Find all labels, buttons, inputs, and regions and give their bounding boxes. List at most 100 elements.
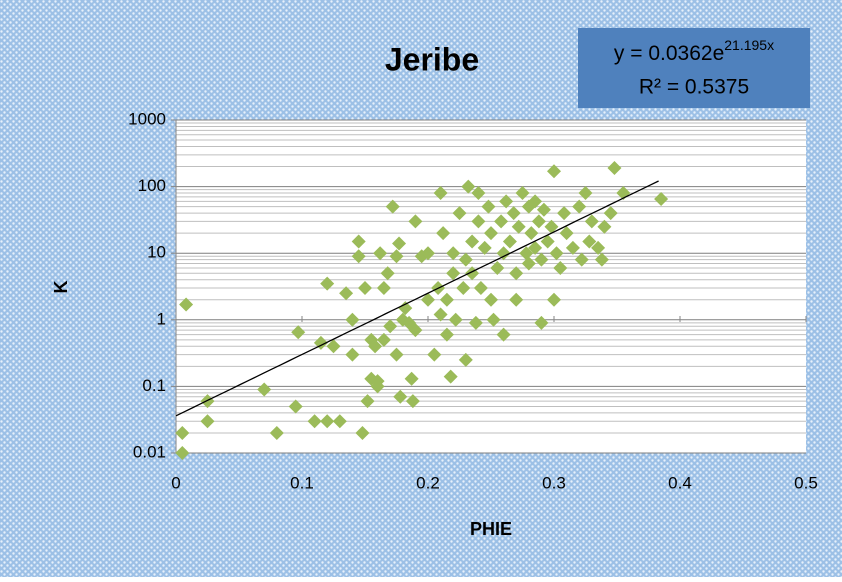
point	[389, 347, 404, 362]
point	[427, 347, 442, 362]
point	[594, 252, 609, 267]
point	[307, 414, 322, 429]
point	[351, 249, 366, 264]
point	[421, 292, 435, 307]
point	[269, 425, 284, 440]
x-tick-label: 0	[171, 473, 180, 492]
point	[654, 192, 669, 207]
point	[547, 292, 561, 307]
point	[496, 327, 511, 342]
point	[332, 414, 347, 429]
point	[439, 292, 454, 307]
point	[291, 325, 306, 340]
chart-title: Jeribe	[385, 41, 479, 77]
point	[574, 252, 589, 267]
point	[404, 371, 419, 386]
y-axis-label: K	[51, 281, 71, 294]
y-tick-label: 10	[147, 243, 166, 262]
x-tick-label: 0.5	[794, 473, 818, 492]
y-tick-label: 0.01	[133, 442, 166, 461]
point	[436, 226, 451, 241]
point	[484, 226, 498, 241]
point	[405, 394, 420, 409]
point	[351, 234, 366, 249]
equation-base: y = 0.0362e	[614, 42, 724, 65]
point	[456, 281, 471, 296]
point	[448, 312, 463, 327]
point	[339, 286, 354, 301]
equation-exponent: 21.195x	[724, 37, 774, 53]
point	[540, 234, 555, 249]
plot-area	[176, 120, 806, 453]
equation-box	[578, 28, 810, 108]
point	[584, 214, 599, 229]
point	[490, 260, 505, 275]
point	[515, 186, 530, 201]
point	[572, 199, 587, 214]
point	[392, 236, 407, 251]
point	[502, 234, 517, 249]
point	[468, 315, 483, 330]
point	[496, 246, 511, 261]
point	[473, 281, 488, 296]
point	[481, 199, 496, 214]
x-axis-label: PHIE	[470, 519, 512, 539]
point	[549, 246, 564, 261]
point	[603, 206, 618, 221]
point	[368, 339, 383, 354]
point	[499, 194, 514, 209]
point	[408, 214, 423, 229]
point	[385, 199, 400, 214]
point	[509, 292, 524, 307]
grid: 0.01 0.1 1 10 100 1000 0 0.1 0.2 0.3 0.4 0.5	[128, 109, 818, 492]
point	[288, 399, 303, 414]
point	[175, 425, 190, 440]
point	[607, 161, 622, 176]
point	[544, 219, 559, 234]
point	[528, 240, 543, 255]
point	[439, 327, 454, 342]
point	[509, 266, 524, 281]
point	[360, 394, 375, 409]
point	[534, 315, 549, 330]
point	[486, 312, 501, 327]
equation: y = 0.0362e21.195x	[614, 37, 774, 65]
y-tick-label: 0.1	[142, 376, 166, 395]
point	[547, 164, 561, 179]
point	[484, 292, 498, 307]
point	[597, 219, 612, 234]
point	[393, 389, 408, 404]
point	[452, 206, 467, 221]
point	[398, 301, 413, 316]
point	[376, 332, 391, 347]
point	[358, 281, 372, 296]
point	[559, 226, 574, 241]
y-tick-label: 100	[138, 176, 166, 195]
point	[446, 266, 461, 281]
x-tick-label: 0.3	[542, 473, 566, 492]
point	[380, 266, 395, 281]
point	[200, 394, 215, 409]
x-tick-label: 0.1	[290, 473, 314, 492]
point	[320, 414, 335, 429]
marks	[175, 161, 669, 460]
point	[370, 374, 385, 389]
point	[536, 202, 551, 217]
point	[519, 246, 534, 261]
point	[471, 214, 486, 229]
point	[521, 256, 536, 271]
point	[465, 234, 480, 249]
point	[528, 194, 543, 209]
point	[408, 323, 423, 338]
x-tick-label: 0.2	[416, 473, 440, 492]
point	[257, 382, 272, 397]
r-squared: R² = 0.5375	[639, 76, 749, 99]
point	[524, 226, 539, 241]
y-tick-label: 1000	[128, 109, 166, 128]
point	[494, 214, 509, 229]
point	[433, 307, 448, 322]
point	[578, 186, 593, 201]
y-tick-label: 1	[157, 309, 166, 328]
point	[383, 319, 398, 334]
point	[553, 260, 568, 275]
